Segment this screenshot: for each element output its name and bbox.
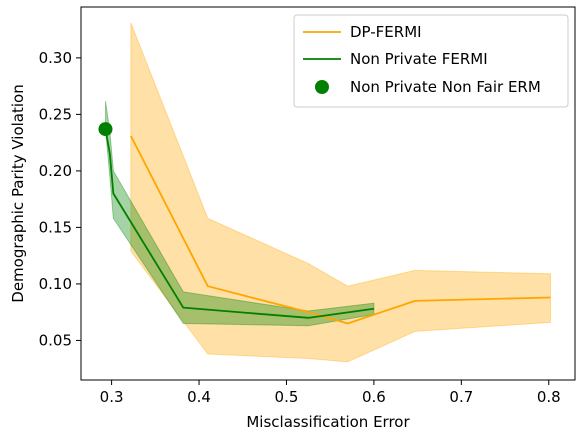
band-dp-fermi bbox=[130, 22, 552, 363]
x-tick-label: 0.3 bbox=[100, 388, 124, 406]
legend-label-non-private-non-fair-erm: Non Private Non Fair ERM bbox=[350, 78, 541, 96]
x-tick-label: 0.5 bbox=[275, 388, 299, 406]
y-axis-title: Demographic Parity Violation bbox=[9, 84, 27, 302]
line-non-private-fermi bbox=[104, 128, 375, 319]
legend-box bbox=[293, 14, 569, 108]
series-lines bbox=[104, 128, 551, 325]
y-tick-label: 0.20 bbox=[39, 162, 72, 180]
legend-label-dp-fermi: DP-FERMI bbox=[350, 23, 422, 41]
legend-swatch-non-private-non-fair-erm bbox=[315, 80, 329, 94]
y-tick-label: 0.10 bbox=[39, 275, 72, 293]
x-axis-title: Misclassification Error bbox=[246, 413, 410, 431]
y-tick-label: 0.05 bbox=[39, 331, 72, 349]
marker-non-private-non-fair-erm bbox=[98, 122, 113, 137]
y-tick-label: 0.15 bbox=[39, 218, 72, 236]
x-tick-label: 0.8 bbox=[537, 388, 561, 406]
legend: DP-FERMI Non Private FERMI Non Private N… bbox=[293, 14, 569, 108]
y-tick-label: 0.25 bbox=[39, 105, 72, 123]
x-axis-ticks: 0.3 0.4 0.5 0.6 0.7 0.8 bbox=[100, 380, 561, 406]
x-tick-label: 0.4 bbox=[187, 388, 211, 406]
y-tick-label: 0.30 bbox=[39, 49, 72, 67]
x-tick-label: 0.7 bbox=[449, 388, 473, 406]
y-axis-ticks: 0.05 0.10 0.15 0.20 0.25 0.30 bbox=[39, 49, 81, 349]
legend-label-non-private-fermi: Non Private FERMI bbox=[350, 50, 488, 68]
scatter-markers bbox=[98, 122, 113, 137]
x-tick-label: 0.6 bbox=[362, 388, 386, 406]
line-dp-fermi bbox=[130, 135, 551, 325]
plot-frame bbox=[80, 6, 576, 381]
